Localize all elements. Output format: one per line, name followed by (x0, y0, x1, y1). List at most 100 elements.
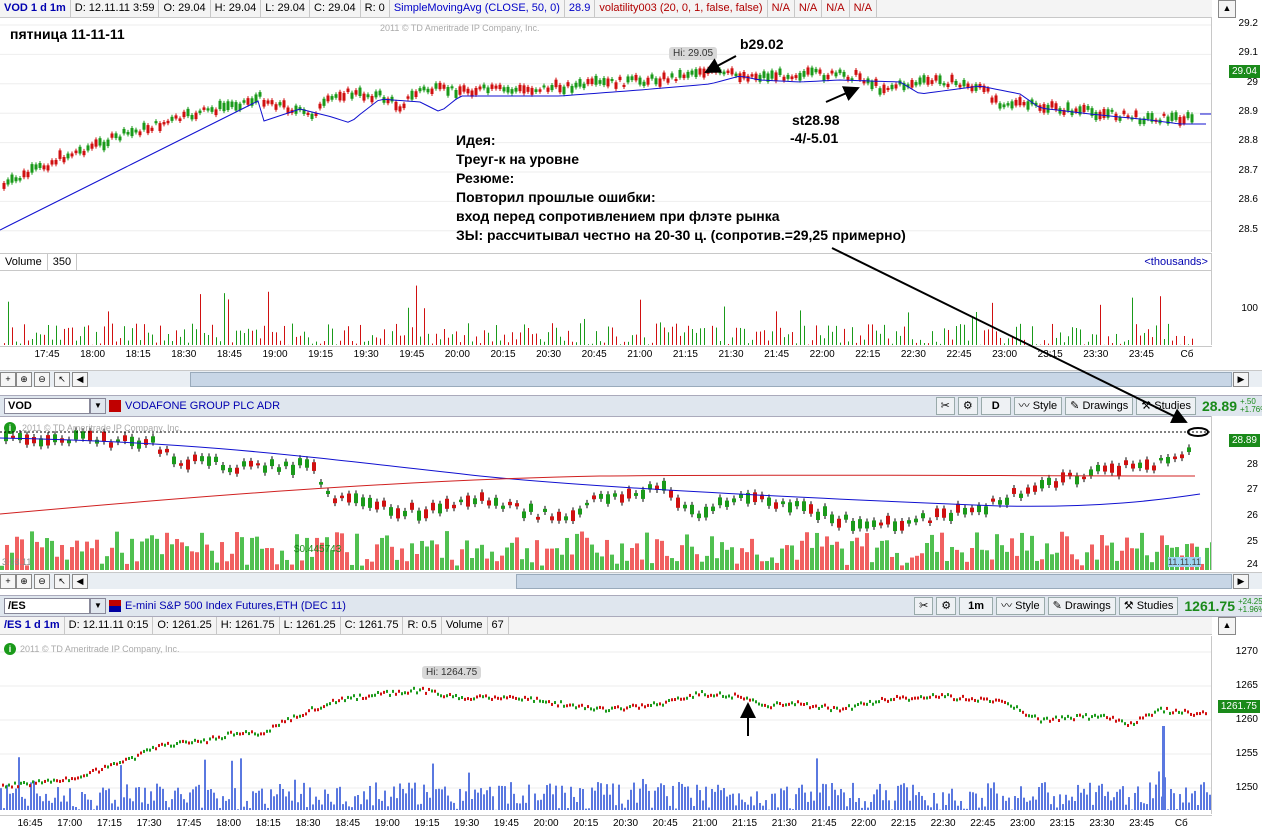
top-scrollbar[interactable]: + ⊕ ⊖ ↖ ◀ ▶ (0, 370, 1262, 387)
volume-bar (477, 793, 479, 810)
volume-bar (738, 793, 740, 810)
cursor-icon[interactable]: ↖ (54, 372, 70, 387)
bottom-dropdown-icon[interactable]: ▼ (90, 598, 106, 614)
candle-body (942, 509, 946, 518)
mid-dropdown-icon[interactable]: ▼ (90, 398, 106, 414)
candle-body (928, 521, 932, 523)
volume-bar (605, 540, 609, 570)
candle-body (566, 704, 568, 707)
candle-body (199, 111, 202, 114)
zoom-all-icon[interactable]: + (0, 372, 16, 387)
zoom-in-icon[interactable]: ⊕ (16, 372, 32, 387)
volume-bar (64, 329, 65, 345)
mid-drawings-button[interactable]: ✎ Drawings (1065, 397, 1133, 415)
bottom-settings-icon[interactable]: ⚙ (936, 597, 956, 615)
volume-bar (435, 544, 439, 570)
volume-bar (56, 326, 57, 345)
volume-bar (90, 800, 92, 810)
scroll-right-icon[interactable]: ▶ (1233, 372, 1249, 387)
top-scroll-up-button[interactable]: ▲ (1218, 0, 1236, 18)
candle-body (206, 741, 208, 744)
volume-bar (1128, 340, 1129, 345)
mid-style-button[interactable]: 〰 Style (1014, 397, 1063, 415)
bottom-period-button[interactable]: 1m (959, 597, 993, 615)
candle-body (890, 698, 892, 701)
bottom-info-icon[interactable]: i (4, 643, 16, 655)
candle-body (1054, 481, 1058, 487)
mid-settings-icon[interactable]: ⚙ (958, 397, 978, 415)
volume-bar (267, 808, 269, 810)
mid-studies-button[interactable]: ⚒ Studies (1136, 397, 1196, 415)
bottom-symbol-input[interactable]: /ES (4, 598, 90, 614)
mid-symbol-input[interactable]: VOD (4, 398, 90, 414)
zoom-in-icon[interactable]: ⊕ (16, 574, 32, 589)
candle-body (1007, 702, 1009, 705)
volume-bar (261, 789, 263, 810)
zoom-all-icon[interactable]: + (0, 574, 16, 589)
scroll-left-icon[interactable]: ◀ (72, 372, 88, 387)
mid-period-button[interactable]: D (981, 397, 1011, 415)
candle-body (44, 780, 46, 783)
cursor-icon[interactable]: ↖ (54, 574, 70, 589)
zoom-out-icon[interactable]: ⊖ (34, 372, 50, 387)
candle-body (1187, 710, 1189, 713)
candle-body (115, 133, 118, 138)
candle-body (848, 704, 850, 707)
volume-bar (714, 792, 716, 810)
candle-body (699, 68, 702, 74)
volume-bar (220, 542, 224, 570)
candle-body (939, 75, 942, 84)
scroll-thumb[interactable] (190, 372, 1232, 387)
mid-link-icon[interactable]: ✂ (936, 397, 955, 415)
bottom-drawings-button[interactable]: ✎ Drawings (1048, 597, 1116, 615)
volume-bar (540, 566, 544, 570)
volume-bar (276, 332, 277, 345)
candle-body (987, 88, 990, 91)
volume-bar (988, 329, 989, 345)
scroll-thumb[interactable] (516, 574, 1232, 589)
volume-bar (104, 326, 105, 345)
candle-body (1166, 707, 1168, 710)
zoom-out-icon[interactable]: ⊖ (34, 574, 50, 589)
candle-body (799, 73, 802, 81)
candle-body (776, 701, 778, 704)
candle-body (920, 695, 922, 698)
candle-body (791, 701, 793, 704)
scroll-right-icon[interactable]: ▶ (1233, 574, 1249, 589)
candle-body (596, 707, 598, 710)
scroll-left-icon[interactable]: ◀ (72, 574, 88, 589)
volume-bar (668, 332, 669, 345)
bottom-symbol[interactable]: /ES 1 d 1m (0, 617, 65, 634)
volume-bar (1075, 559, 1079, 570)
volume-bar (415, 554, 419, 570)
candle-body (1037, 717, 1039, 720)
top-symbol[interactable]: VOD 1 d 1m (0, 0, 71, 17)
bottom-link-icon[interactable]: ✂ (914, 597, 933, 615)
volume-bar (1020, 786, 1022, 810)
top-volatility-study[interactable]: volatility003 (20, 0, 1, false, false) (595, 0, 767, 17)
candle-body (536, 517, 540, 520)
volume-bar (920, 553, 924, 570)
bottom-style-button[interactable]: 〰 Style (996, 597, 1045, 615)
candle-body (86, 774, 88, 777)
candle-body (653, 701, 655, 704)
volume-bar (1176, 809, 1178, 810)
bottom-scroll-up-button[interactable]: ▲ (1218, 617, 1236, 635)
top-sma-study[interactable]: SimpleMovingAvg (CLOSE, 50, 0) (390, 0, 565, 17)
bottom-studies-button[interactable]: ⚒ Studies (1119, 597, 1179, 615)
mid-scrollbar[interactable]: + ⊕ ⊖ ↖ ◀ ▶ (0, 572, 1262, 589)
volume-bar (560, 555, 564, 570)
mid-info-icon[interactable]: i (4, 422, 16, 434)
top-watermark: 2011 © TD Ameritrade IP Company, Inc. (380, 23, 540, 33)
candle-body (749, 699, 751, 702)
volume-bar (912, 785, 914, 810)
volume-bar (725, 550, 729, 570)
candle-body (339, 92, 342, 101)
volume-bar (486, 790, 488, 810)
candle-body (751, 74, 754, 76)
volume-bar (465, 540, 469, 570)
candle-body (1196, 712, 1198, 715)
volume-bar (312, 344, 313, 345)
volume-bar (510, 782, 512, 810)
volume-bar (1025, 551, 1029, 570)
